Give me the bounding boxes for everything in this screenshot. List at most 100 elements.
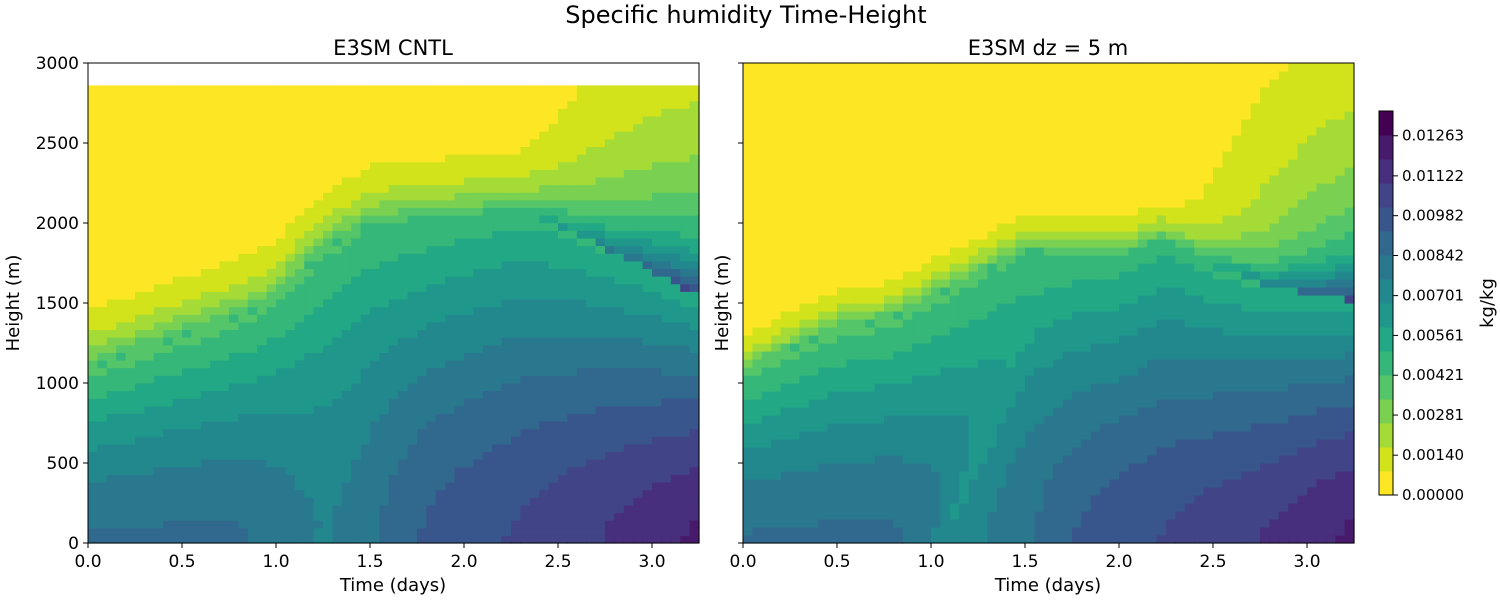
heat-cell bbox=[417, 291, 427, 300]
heat-cell bbox=[680, 93, 691, 102]
heat-cell bbox=[313, 375, 324, 384]
heat-cell bbox=[125, 459, 136, 468]
heat-cell bbox=[752, 327, 763, 336]
heat-cell bbox=[276, 413, 286, 422]
heat-cell bbox=[605, 428, 615, 437]
heat-cell bbox=[818, 407, 829, 416]
heat-cell bbox=[294, 451, 305, 460]
heat-cell bbox=[285, 291, 296, 300]
heat-cell bbox=[276, 420, 286, 430]
heat-cell bbox=[661, 367, 672, 376]
heat-cell bbox=[125, 512, 136, 521]
heat-cell bbox=[153, 459, 164, 468]
heat-cell bbox=[341, 413, 352, 422]
heat-cell bbox=[680, 329, 691, 338]
heat-cell bbox=[808, 271, 819, 280]
heat-cell bbox=[172, 512, 183, 521]
heat-cell bbox=[398, 329, 409, 338]
heat-cell bbox=[902, 351, 913, 360]
heat-cell bbox=[614, 344, 625, 353]
heat-cell bbox=[172, 283, 183, 292]
heat-cell bbox=[837, 319, 847, 328]
heat-cell bbox=[652, 306, 662, 315]
heat-cell bbox=[743, 335, 753, 344]
heat-cell bbox=[670, 382, 681, 392]
heat-cell bbox=[106, 466, 117, 475]
heat-cell bbox=[799, 415, 810, 424]
heat-cell bbox=[614, 390, 625, 399]
heat-cell bbox=[865, 71, 876, 80]
heat-cell bbox=[106, 321, 117, 331]
heat-cell bbox=[294, 459, 305, 468]
heat-cell bbox=[539, 352, 550, 361]
heat-cell bbox=[435, 382, 446, 392]
heat-cell bbox=[865, 303, 876, 312]
heat-cell bbox=[595, 390, 606, 399]
heat-cell bbox=[294, 108, 305, 117]
heat-cell bbox=[464, 443, 474, 453]
heat-cell bbox=[752, 279, 763, 288]
heat-cell bbox=[790, 447, 800, 456]
heat-cell bbox=[276, 93, 286, 102]
heat-cell bbox=[902, 255, 913, 264]
heat-cell bbox=[435, 527, 446, 536]
heat-cell bbox=[323, 123, 333, 132]
heat-cell bbox=[294, 230, 305, 239]
heat-cell bbox=[752, 215, 763, 224]
heat-cell bbox=[229, 512, 239, 521]
heat-cell bbox=[341, 253, 352, 262]
heat-cell bbox=[689, 436, 700, 445]
heat-cell bbox=[247, 199, 258, 209]
heat-cell bbox=[893, 415, 904, 424]
heat-cell bbox=[125, 420, 136, 430]
heat-cell bbox=[426, 207, 437, 216]
heat-cell bbox=[200, 245, 211, 254]
heat-cell bbox=[247, 428, 258, 437]
heat-cell bbox=[501, 199, 512, 209]
heat-cell bbox=[135, 298, 145, 308]
heat-cell bbox=[799, 151, 810, 160]
heat-cell bbox=[266, 504, 277, 514]
heat-cell bbox=[313, 420, 324, 430]
heat-cell bbox=[125, 260, 136, 270]
heat-cell bbox=[144, 535, 155, 544]
heat-cell bbox=[294, 245, 305, 254]
heat-cell bbox=[341, 405, 352, 414]
heat-cell bbox=[388, 306, 399, 315]
heat-cell bbox=[323, 443, 333, 453]
heat-cell bbox=[454, 123, 465, 132]
heat-cell bbox=[473, 207, 484, 216]
heat-cell bbox=[388, 131, 399, 140]
heat-cell bbox=[492, 268, 503, 277]
heat-cell bbox=[605, 154, 615, 163]
heat-cell bbox=[210, 230, 221, 239]
heat-cell bbox=[266, 108, 277, 117]
heat-cell bbox=[304, 481, 315, 491]
heat-cell bbox=[445, 108, 456, 117]
heat-cell bbox=[492, 115, 503, 125]
heat-cell bbox=[548, 367, 559, 376]
heat-cell bbox=[501, 329, 512, 338]
heat-cell bbox=[454, 489, 465, 498]
heat-cell bbox=[799, 311, 810, 320]
heat-cell bbox=[529, 215, 540, 224]
heat-cell bbox=[135, 176, 145, 186]
heat-cell bbox=[106, 154, 117, 163]
heat-cell bbox=[884, 471, 894, 480]
heat-cell bbox=[407, 497, 418, 506]
heat-cell bbox=[586, 207, 597, 216]
heat-cell bbox=[238, 489, 249, 498]
heat-cell bbox=[680, 176, 691, 186]
heat-cell bbox=[445, 283, 456, 292]
heat-cell bbox=[266, 390, 277, 399]
heat-cell bbox=[595, 474, 606, 483]
heat-cell bbox=[752, 71, 763, 80]
heat-cell bbox=[144, 512, 155, 521]
heat-cell bbox=[247, 298, 258, 308]
heat-cell bbox=[257, 192, 268, 201]
heat-cell bbox=[229, 451, 239, 460]
heat-cell bbox=[144, 405, 155, 414]
heat-cell bbox=[229, 359, 239, 369]
heat-cell bbox=[855, 327, 866, 336]
heat-cell bbox=[163, 192, 174, 201]
